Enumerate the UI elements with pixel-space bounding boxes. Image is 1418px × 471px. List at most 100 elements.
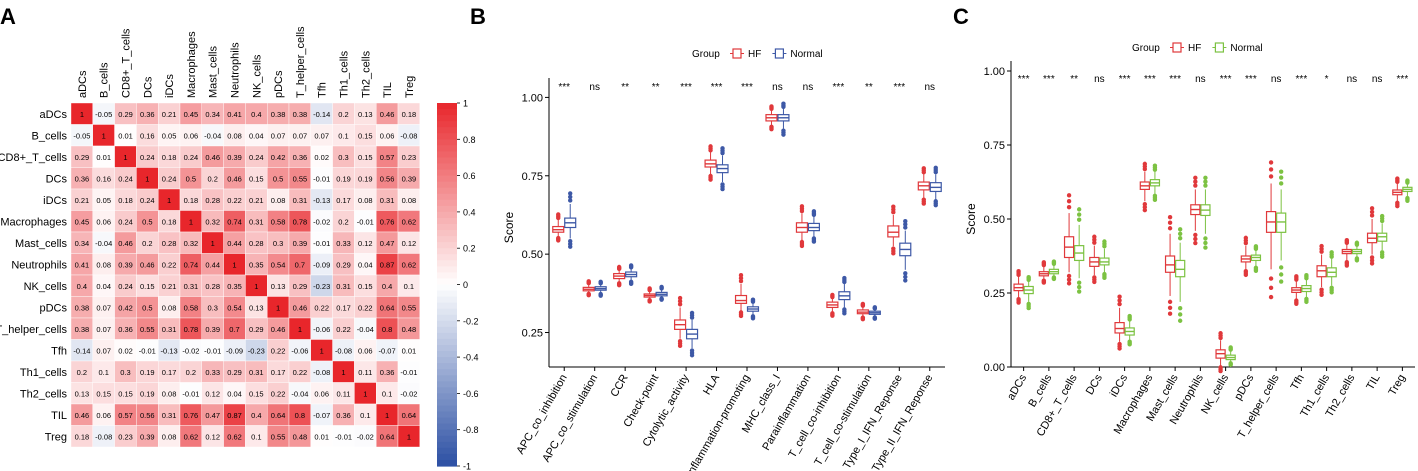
colorbar-segment — [437, 127, 457, 134]
cell-value-label: 0.19 — [140, 368, 155, 377]
cell-value-label: 0.36 — [380, 368, 395, 377]
outlier-point — [903, 274, 908, 280]
outlier-point — [872, 305, 878, 310]
cell-value-label: 0.1 — [382, 389, 392, 398]
outlier-point — [1193, 179, 1198, 184]
colorbar-segment — [437, 133, 457, 140]
cell-value-label: 0.44 — [227, 239, 242, 248]
colorbar-segment — [437, 181, 457, 189]
cell-value-label: 0.07 — [271, 131, 286, 140]
outlier-point — [1268, 174, 1274, 179]
outlier-point — [1369, 213, 1375, 218]
column-label: Treg — [404, 76, 416, 98]
cell-value-label: 0.46 — [118, 239, 133, 248]
cell-value-label: -0.01 — [139, 346, 156, 355]
outlier-point — [1268, 276, 1274, 281]
cell-value-label: -0.01 — [313, 174, 330, 183]
cell-value-label: 0.1 — [251, 432, 261, 441]
cell-value-label: 0.02 — [314, 153, 329, 162]
cell-value-label: 0.29 — [249, 325, 264, 334]
y-axis-label: Score — [502, 212, 516, 244]
cell-value-label: -0.01 — [204, 346, 221, 355]
colorbar-segment — [437, 417, 457, 425]
significance-label: *** — [1169, 74, 1181, 85]
outlier-point — [1193, 240, 1198, 246]
outlier-point — [1102, 239, 1107, 244]
outlier-point — [616, 264, 622, 270]
cell-value-label: 0.13 — [249, 303, 264, 312]
cell-value-label: 0.34 — [205, 110, 220, 119]
cell-value-label: 0.24 — [118, 174, 133, 183]
cell-value-label: 0.34 — [75, 239, 90, 248]
colorbar-tick-label: -0.6 — [463, 389, 479, 399]
outlier-point — [556, 212, 561, 217]
cell-value-label: 0.35 — [227, 282, 242, 291]
cell-value-label: -0.05 — [95, 110, 112, 119]
cell-value-label: 0.46 — [293, 303, 308, 312]
cell-value-label: 0.36 — [75, 174, 90, 183]
outlier-point — [677, 295, 683, 301]
outlier-point — [708, 144, 713, 149]
column-label: Th1_cells — [339, 50, 351, 98]
outlier-point — [1167, 299, 1173, 305]
legend-label: HF — [1188, 43, 1201, 54]
colorbar-segment — [437, 320, 457, 328]
outlier-point — [1142, 207, 1148, 213]
column-label: NK_cells — [251, 54, 263, 98]
cell-value-label: 0.08 — [162, 389, 177, 398]
cell-value-label: 0.11 — [358, 368, 372, 377]
cell-value-label: 0.24 — [162, 174, 177, 183]
cell-value-label: 0.1 — [404, 282, 414, 291]
cell-value-label: 0.12 — [358, 239, 373, 248]
panel-label-b: B — [470, 4, 486, 29]
cell-value-label: 0.39 — [140, 432, 155, 441]
significance-label: *** — [1220, 74, 1232, 85]
outlier-point — [921, 166, 926, 171]
cell-value-label: 0.06 — [96, 411, 111, 420]
cell-value-label: -0.07 — [379, 346, 396, 355]
colorbar-segment — [437, 217, 457, 225]
column-label: Tfh — [317, 82, 329, 98]
colorbar-tick-label: 1 — [463, 99, 468, 109]
outlier-point — [1203, 240, 1208, 246]
cell-value-label: 0.38 — [293, 110, 308, 119]
outlier-point — [1268, 285, 1274, 291]
x-tick-label: Treg — [1386, 373, 1408, 398]
cell-value-label: 0.07 — [96, 303, 111, 312]
outlier-point — [1193, 175, 1198, 181]
cell-value-label: 0.3 — [273, 239, 283, 248]
row-label: aDCs — [39, 109, 67, 121]
outlier-point — [1405, 198, 1410, 203]
outlier-point — [1117, 294, 1122, 299]
significance-label: * — [1325, 74, 1329, 85]
cell-value-label: 0.31 — [336, 282, 351, 291]
significance-label: ** — [621, 82, 629, 93]
outlier-point — [1268, 160, 1274, 165]
legend-label: HF — [748, 49, 761, 60]
outlier-point — [1177, 318, 1183, 323]
cell-value-label: -0.23 — [313, 282, 330, 291]
cell-value-label: 0.57 — [380, 153, 395, 162]
cell-value-label: 0.17 — [271, 368, 286, 377]
cell-value-label: 0.01 — [402, 346, 417, 355]
colorbar-segment — [437, 145, 457, 152]
cell-value-label: 0.39 — [227, 153, 242, 162]
significance-label: ns — [589, 82, 600, 93]
outlier-point — [860, 316, 866, 322]
colorbar-segment — [437, 109, 457, 116]
cell-value-label: 0.87 — [380, 260, 395, 269]
box-hf — [887, 225, 900, 238]
cell-value-label: 0.23 — [402, 153, 417, 162]
cell-value-label: 0.15 — [249, 389, 264, 398]
cell-value-label: 0.22 — [336, 325, 351, 334]
cell-value-label: 0.31 — [380, 196, 395, 205]
cell-value-label: 0.3 — [120, 368, 130, 377]
outlier-point — [933, 202, 938, 208]
colorbar-segment — [437, 375, 457, 382]
colorbar-tick-label: -0.2 — [463, 316, 479, 326]
cell-value-label: 0.04 — [249, 131, 264, 140]
outlier-point — [720, 186, 725, 192]
cell-value-label: 0.46 — [75, 411, 90, 420]
outlier-point — [568, 191, 573, 196]
